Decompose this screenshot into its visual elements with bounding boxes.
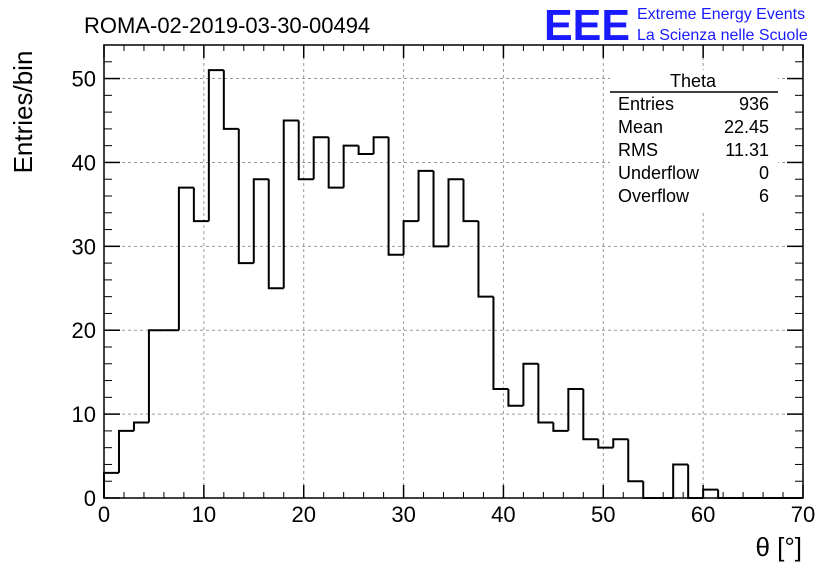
histogram-bin [567,387,584,431]
histogram-bin [627,439,644,483]
histogram-bin [597,439,614,449]
stats-title: Theta [670,71,717,91]
histogram-bin [282,119,299,289]
stats-rms-value: 11.31 [725,140,769,160]
stats-mean-value: 22.45 [724,117,769,137]
x-tick-label: 10 [192,502,216,527]
x-tick-label: 50 [591,502,615,527]
stats-overflow-value: 6 [759,186,769,206]
logo-line-1: Extreme Energy Events [637,6,805,23]
x-tick-label: 20 [291,502,315,527]
grid-lines [104,45,803,498]
histogram-bin [432,170,449,248]
x-tick-label: 70 [791,502,815,527]
histogram-bin [477,221,494,298]
histogram-bin [702,488,719,498]
histogram-bin [297,120,314,181]
histogram-bin [462,179,479,223]
histogram-bin [372,136,389,155]
histogram-bin [417,169,434,222]
histogram-bin [342,144,359,188]
x-tick-label: 0 [98,502,110,527]
stats-entries-value: 936 [739,94,769,114]
histogram-bin [222,70,239,130]
histogram-bin [327,137,344,189]
y-tick-label: 50 [72,67,96,92]
y-axis-title: Entries/bin [8,51,38,174]
y-tick-label: 30 [72,234,96,259]
histogram-bin [507,388,524,407]
histogram-bin [267,179,284,290]
stats-box: Theta Entries 936 Mean 22.45 RMS 11.31 U… [610,70,778,212]
histogram-bin [177,186,194,331]
histogram-bin [492,296,509,390]
histogram-bin [252,178,269,264]
stats-overflow-label: Overflow [618,186,690,206]
y-tick-label: 40 [72,150,96,175]
histogram-bin [357,145,374,156]
y-tick-label: 10 [72,402,96,427]
histogram-bin [552,422,569,432]
histogram-bin [402,220,419,255]
stats-rms-label: RMS [618,140,658,160]
histogram-bin [312,136,329,180]
histogram-bin [132,421,149,431]
stats-underflow-value: 0 [759,163,769,183]
x-tick-label: 40 [491,502,515,527]
y-tick-label: 0 [84,486,96,511]
x-tick-label: 60 [691,502,715,527]
histogram-bin [522,362,539,406]
histogram-bin [582,388,599,441]
histogram-bin [237,128,254,265]
stats-box-background [610,70,778,212]
stats-underflow-label: Underflow [618,163,700,183]
histogram-bin [447,178,464,247]
plot-frame [103,44,804,499]
histogram-bin [537,363,554,424]
histogram-bin [612,438,629,448]
histogram-bin [147,329,164,423]
histogram-bin [117,429,134,473]
run-title: ROMA-02-2019-03-30-00494 [84,13,370,38]
eee-logo: EEE [544,1,630,50]
histogram-bin [387,137,404,256]
histogram-bin [672,463,689,498]
histogram-bin [207,69,224,222]
y-tick-label: 20 [72,318,96,343]
x-axis-title: θ [°] [755,532,802,562]
histogram-bin [192,187,209,223]
x-tick-label: 30 [391,502,415,527]
logo-line-2: La Scienza nelle Scuole [637,27,808,44]
stats-entries-label: Entries [618,94,674,114]
stats-mean-label: Mean [618,117,663,137]
